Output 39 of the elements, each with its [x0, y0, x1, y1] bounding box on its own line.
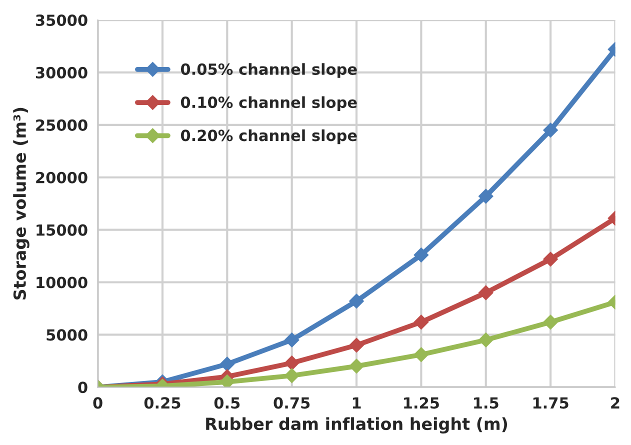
x-tick-label: 0.5: [214, 397, 240, 409]
legend-label: 0.10% channel slope: [180, 96, 357, 112]
y-tick-label: 15000: [36, 224, 88, 236]
y-axis-title: Storage volume (m³): [13, 108, 30, 300]
x-axis-title: Rubber dam inflation height (m): [206, 417, 508, 434]
x-tick-label: 0.75: [274, 397, 310, 409]
point: [478, 332, 494, 348]
point: [284, 332, 300, 348]
x-tick-label: 1: [352, 397, 361, 408]
point: [543, 252, 558, 267]
y-tick-label: 35000: [36, 14, 88, 26]
y-tick-label: 0: [78, 382, 88, 394]
point: [349, 338, 364, 353]
point: [478, 285, 494, 300]
point: [414, 248, 429, 262]
point: [349, 294, 364, 309]
legend-label: 0.05% channel slope: [180, 63, 357, 78]
point: [220, 374, 235, 388]
point: [414, 347, 429, 362]
y-tick-label: 20000: [36, 172, 88, 184]
point: [543, 122, 558, 138]
point: [284, 368, 300, 384]
x-tick-label: 1.75: [533, 397, 568, 409]
y-tick-label: 30000: [36, 66, 88, 78]
point: [478, 188, 494, 204]
x-tick-label: 1.25: [404, 397, 439, 409]
point: [543, 314, 558, 330]
x-tick-label: 0.25: [144, 397, 180, 409]
x-tick-label: 0: [93, 397, 102, 409]
y-tick-label: 10000: [36, 276, 88, 288]
x-tick-label: 2: [611, 397, 620, 408]
legend-label: 0.20% channel slope: [180, 129, 357, 144]
x-tick-label: 1.5: [474, 397, 498, 409]
point: [220, 356, 235, 372]
point: [284, 356, 300, 370]
y-tick-label: 25000: [36, 119, 88, 131]
y-tick-label: 5000: [46, 329, 88, 341]
point: [414, 314, 429, 330]
point: [349, 358, 364, 374]
